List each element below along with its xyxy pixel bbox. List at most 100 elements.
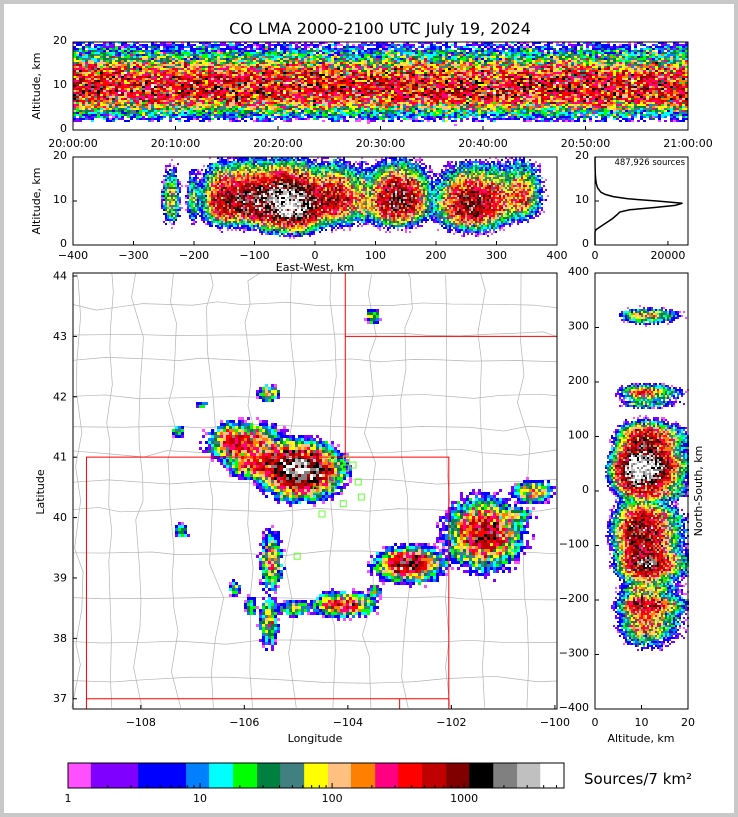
density-cell xyxy=(253,68,256,70)
density-cell xyxy=(307,52,310,54)
density-cell xyxy=(271,68,274,70)
density-cell xyxy=(316,100,319,102)
density-cell xyxy=(130,76,133,78)
density-cell xyxy=(403,44,406,46)
density-cell xyxy=(379,88,382,90)
density-cell xyxy=(343,72,346,74)
density-cell xyxy=(394,52,397,54)
density-cell xyxy=(424,68,427,70)
density-cell xyxy=(457,114,460,116)
density-cell xyxy=(253,106,256,108)
density-cell xyxy=(154,100,157,102)
density-cell xyxy=(181,100,184,102)
density-cell xyxy=(301,100,304,102)
density-cell xyxy=(97,106,100,108)
density-cell xyxy=(250,44,253,46)
density-cell xyxy=(439,84,442,86)
density-cell xyxy=(220,58,223,60)
density-cell xyxy=(418,84,421,86)
density-cell xyxy=(271,116,274,118)
figure-title: CO LMA 2000-2100 UTC July 19, 2024 xyxy=(229,19,531,38)
density-cell xyxy=(370,62,373,64)
density-cell xyxy=(289,58,292,60)
density-cell xyxy=(382,86,385,88)
density-cell xyxy=(412,116,415,118)
density-cell xyxy=(157,88,160,90)
density-cell xyxy=(106,94,109,96)
density-cell xyxy=(445,94,448,96)
density-cell xyxy=(238,88,241,90)
density-cell xyxy=(247,102,250,104)
density-cell xyxy=(271,80,274,82)
density-cell xyxy=(445,108,448,110)
density-cell xyxy=(196,78,199,80)
density-cell xyxy=(130,96,133,98)
density-cell xyxy=(271,106,274,108)
density-cell xyxy=(106,90,109,92)
density-cell xyxy=(268,90,271,92)
density-cell xyxy=(289,118,292,120)
density-cell xyxy=(274,80,277,82)
density-cell xyxy=(442,96,445,98)
density-cell xyxy=(199,100,202,102)
density-cell xyxy=(274,104,277,106)
density-cell xyxy=(223,106,226,108)
density-cell xyxy=(433,82,436,84)
density-cell xyxy=(457,58,460,60)
density-cell xyxy=(451,58,454,60)
density-cell xyxy=(202,112,205,114)
density-cell xyxy=(337,104,340,106)
density-cell xyxy=(349,80,352,82)
density-cell xyxy=(427,120,430,122)
density-cell xyxy=(286,74,289,76)
density-cell xyxy=(262,80,265,82)
density-cell xyxy=(307,54,310,56)
density-cell xyxy=(160,94,163,96)
density-cell xyxy=(100,58,103,60)
density-cell xyxy=(79,94,82,96)
density-cell xyxy=(418,108,421,110)
density-cell xyxy=(394,46,397,48)
density-cell xyxy=(427,98,430,100)
density-cell xyxy=(316,92,319,94)
density-cell xyxy=(175,104,178,106)
density-cell xyxy=(361,98,364,100)
density-cell xyxy=(205,92,208,94)
density-cell xyxy=(112,104,115,106)
density-cell xyxy=(82,112,85,114)
density-cell xyxy=(130,108,133,110)
density-cell xyxy=(136,106,139,108)
density-cell xyxy=(118,42,121,44)
density-cell xyxy=(286,86,289,88)
density-cell xyxy=(136,88,139,90)
density-cell xyxy=(271,104,274,106)
density-cell xyxy=(406,60,409,62)
density-cell xyxy=(379,108,382,110)
density-cell xyxy=(427,50,430,52)
density-cell xyxy=(100,48,103,50)
density-cell xyxy=(253,98,256,100)
density-cell xyxy=(139,78,142,80)
density-cell xyxy=(406,86,409,88)
density-cell xyxy=(199,48,202,50)
density-cell xyxy=(424,102,427,104)
density-cell xyxy=(160,116,163,118)
density-cell xyxy=(157,54,160,56)
density-cell xyxy=(388,108,391,110)
density-cell xyxy=(319,100,322,102)
density-cell xyxy=(283,56,286,58)
density-cell xyxy=(331,86,334,88)
density-cell xyxy=(436,88,439,90)
density-cell xyxy=(157,46,160,48)
density-cell xyxy=(400,66,403,68)
density-cell xyxy=(286,70,289,72)
density-cell xyxy=(349,110,352,112)
density-cell xyxy=(331,62,334,64)
density-cell xyxy=(337,54,340,56)
density-cell xyxy=(256,104,259,106)
density-cell xyxy=(466,62,469,64)
density-cell xyxy=(358,86,361,88)
density-cell xyxy=(163,62,166,64)
density-cell xyxy=(334,114,337,116)
density-cell xyxy=(352,46,355,48)
